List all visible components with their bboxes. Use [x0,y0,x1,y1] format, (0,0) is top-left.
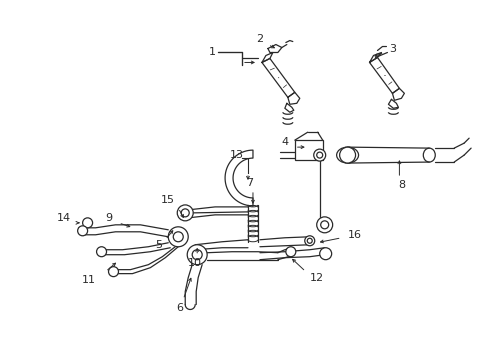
Ellipse shape [423,148,434,162]
Text: 2: 2 [256,33,263,44]
Text: 4: 4 [281,137,288,147]
Text: 10: 10 [188,258,202,268]
Circle shape [313,149,325,161]
Circle shape [339,147,355,163]
Text: 1: 1 [208,48,215,58]
Circle shape [306,238,312,243]
Circle shape [304,236,314,246]
Circle shape [82,218,92,228]
Bar [294,140,322,160]
Circle shape [108,267,118,276]
Circle shape [192,250,202,260]
Text: 5: 5 [155,240,162,250]
Text: 6: 6 [176,302,183,312]
Text: 15: 15 [161,195,175,205]
Text: 8: 8 [397,180,404,190]
Text: 11: 11 [81,275,96,285]
Ellipse shape [336,147,358,163]
Text: 9: 9 [105,213,112,223]
Text: 14: 14 [57,213,71,223]
Text: 12: 12 [309,273,323,283]
Text: 3: 3 [388,44,395,54]
Circle shape [316,217,332,233]
Circle shape [173,232,183,242]
Circle shape [320,221,328,229]
Circle shape [181,209,189,217]
Circle shape [78,226,87,236]
Circle shape [168,227,188,247]
Circle shape [187,245,207,265]
Text: 7: 7 [246,178,253,188]
Circle shape [177,205,193,221]
Text: 13: 13 [229,150,244,160]
Circle shape [319,248,331,260]
Circle shape [285,247,295,257]
Circle shape [96,247,106,257]
Circle shape [316,152,322,158]
Text: 16: 16 [347,230,361,240]
